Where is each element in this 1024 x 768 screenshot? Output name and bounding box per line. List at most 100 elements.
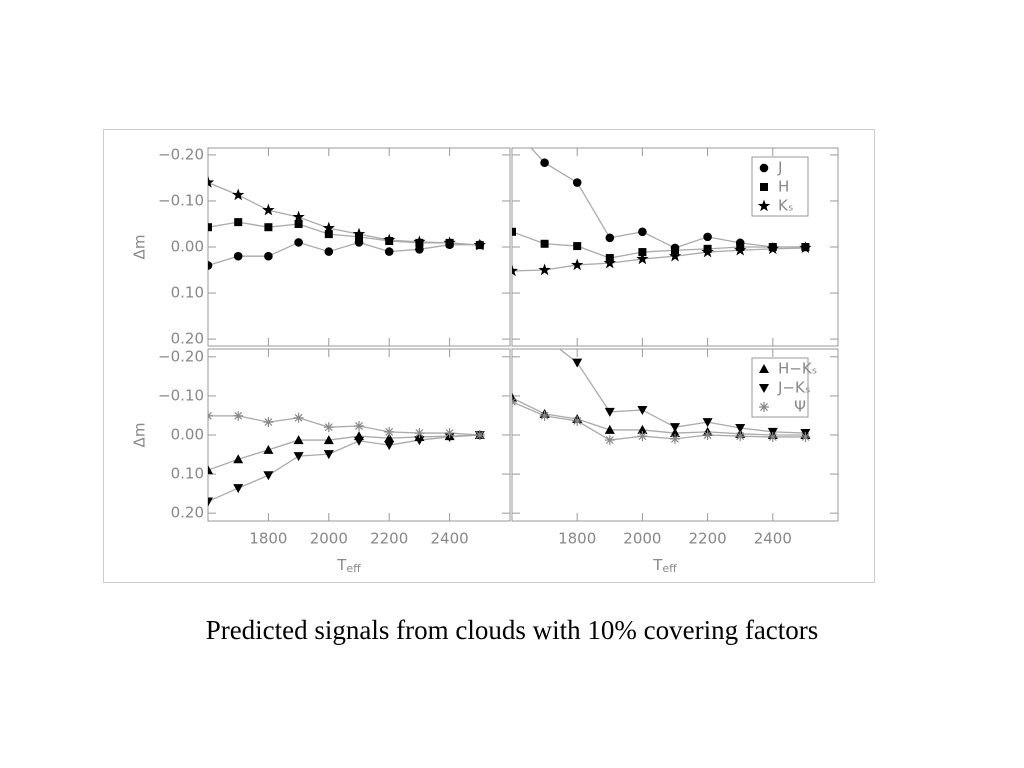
point <box>208 261 213 270</box>
x-tick-label: 2200 <box>370 530 408 548</box>
point <box>324 247 334 256</box>
point <box>670 423 680 433</box>
point <box>263 417 274 428</box>
point <box>354 421 364 432</box>
point <box>638 248 647 257</box>
point <box>670 428 680 438</box>
point <box>799 241 812 254</box>
point <box>512 264 519 277</box>
point <box>208 176 215 188</box>
series-line <box>208 434 480 503</box>
point <box>668 249 682 262</box>
point <box>264 251 273 261</box>
legend-label: Kₛ <box>778 197 793 215</box>
x-axis-label-sub: eff <box>662 562 677 575</box>
x-axis-label-main: T <box>652 556 663 574</box>
point <box>294 238 303 247</box>
point <box>734 243 747 256</box>
x-axis-label-main: T <box>336 556 347 574</box>
point <box>232 188 245 201</box>
x-tick-label: 2000 <box>310 530 348 548</box>
point <box>415 245 424 254</box>
point <box>384 247 394 256</box>
point <box>637 431 648 442</box>
point <box>637 424 648 434</box>
point <box>293 452 304 462</box>
y-tick-label: −0.10 <box>158 386 204 404</box>
series-group <box>512 148 812 277</box>
point <box>636 252 649 265</box>
point <box>233 454 244 464</box>
point <box>354 436 364 446</box>
point <box>355 232 363 241</box>
series-line <box>208 434 480 471</box>
legend-label: J <box>777 159 782 177</box>
x-tick-label: 2400 <box>754 530 792 548</box>
point <box>512 392 517 402</box>
legend-label: H <box>778 178 789 196</box>
x-tick-label: 2400 <box>431 530 469 548</box>
point <box>735 423 746 433</box>
point <box>322 221 335 234</box>
point <box>702 418 713 428</box>
point <box>572 358 583 368</box>
point <box>603 256 616 269</box>
point <box>767 431 778 442</box>
legend-marker <box>759 384 769 393</box>
series-group <box>208 176 486 270</box>
x-tick-label: 1800 <box>558 530 596 548</box>
point <box>264 223 273 232</box>
point <box>605 233 615 243</box>
point <box>324 230 333 239</box>
point <box>208 223 212 232</box>
point <box>233 410 244 421</box>
point <box>702 430 713 440</box>
point <box>444 428 455 439</box>
point <box>571 258 584 271</box>
point <box>703 232 712 242</box>
x-axis-label: Teff <box>652 556 677 576</box>
point <box>262 203 275 216</box>
point <box>208 497 213 507</box>
x-axis-label: Teff <box>336 556 361 576</box>
point <box>233 251 243 261</box>
series-line <box>512 397 806 436</box>
point <box>294 219 303 228</box>
legend-marker <box>759 402 769 412</box>
point <box>263 471 274 481</box>
point <box>292 210 305 223</box>
legend-label: Ψ <box>794 398 806 416</box>
x-axis-label-sub: eff <box>346 562 361 575</box>
point <box>384 441 395 451</box>
point <box>539 410 550 421</box>
point <box>208 465 213 475</box>
y-tick-label: −0.10 <box>158 191 204 209</box>
point <box>413 235 426 248</box>
point <box>352 227 366 240</box>
legend-marker <box>759 163 769 173</box>
point <box>263 444 274 454</box>
point <box>766 242 779 255</box>
y-tick-label: 0.20 <box>171 330 204 348</box>
point <box>384 433 395 443</box>
point <box>233 484 244 494</box>
series-line <box>512 247 806 272</box>
series-group <box>512 349 811 446</box>
point <box>474 430 485 440</box>
y-axis-label: Δm <box>131 235 149 260</box>
series-line <box>512 231 806 259</box>
legend-marker <box>760 183 768 191</box>
point <box>293 412 304 423</box>
figure-frame <box>103 129 875 583</box>
point <box>604 407 615 417</box>
point <box>573 242 582 251</box>
point <box>383 233 396 246</box>
point <box>414 428 425 439</box>
legend-label: J−Kₛ <box>777 379 810 397</box>
point <box>800 431 811 442</box>
point <box>414 436 425 446</box>
point <box>540 158 549 168</box>
y-tick-label: 0.10 <box>171 465 204 483</box>
